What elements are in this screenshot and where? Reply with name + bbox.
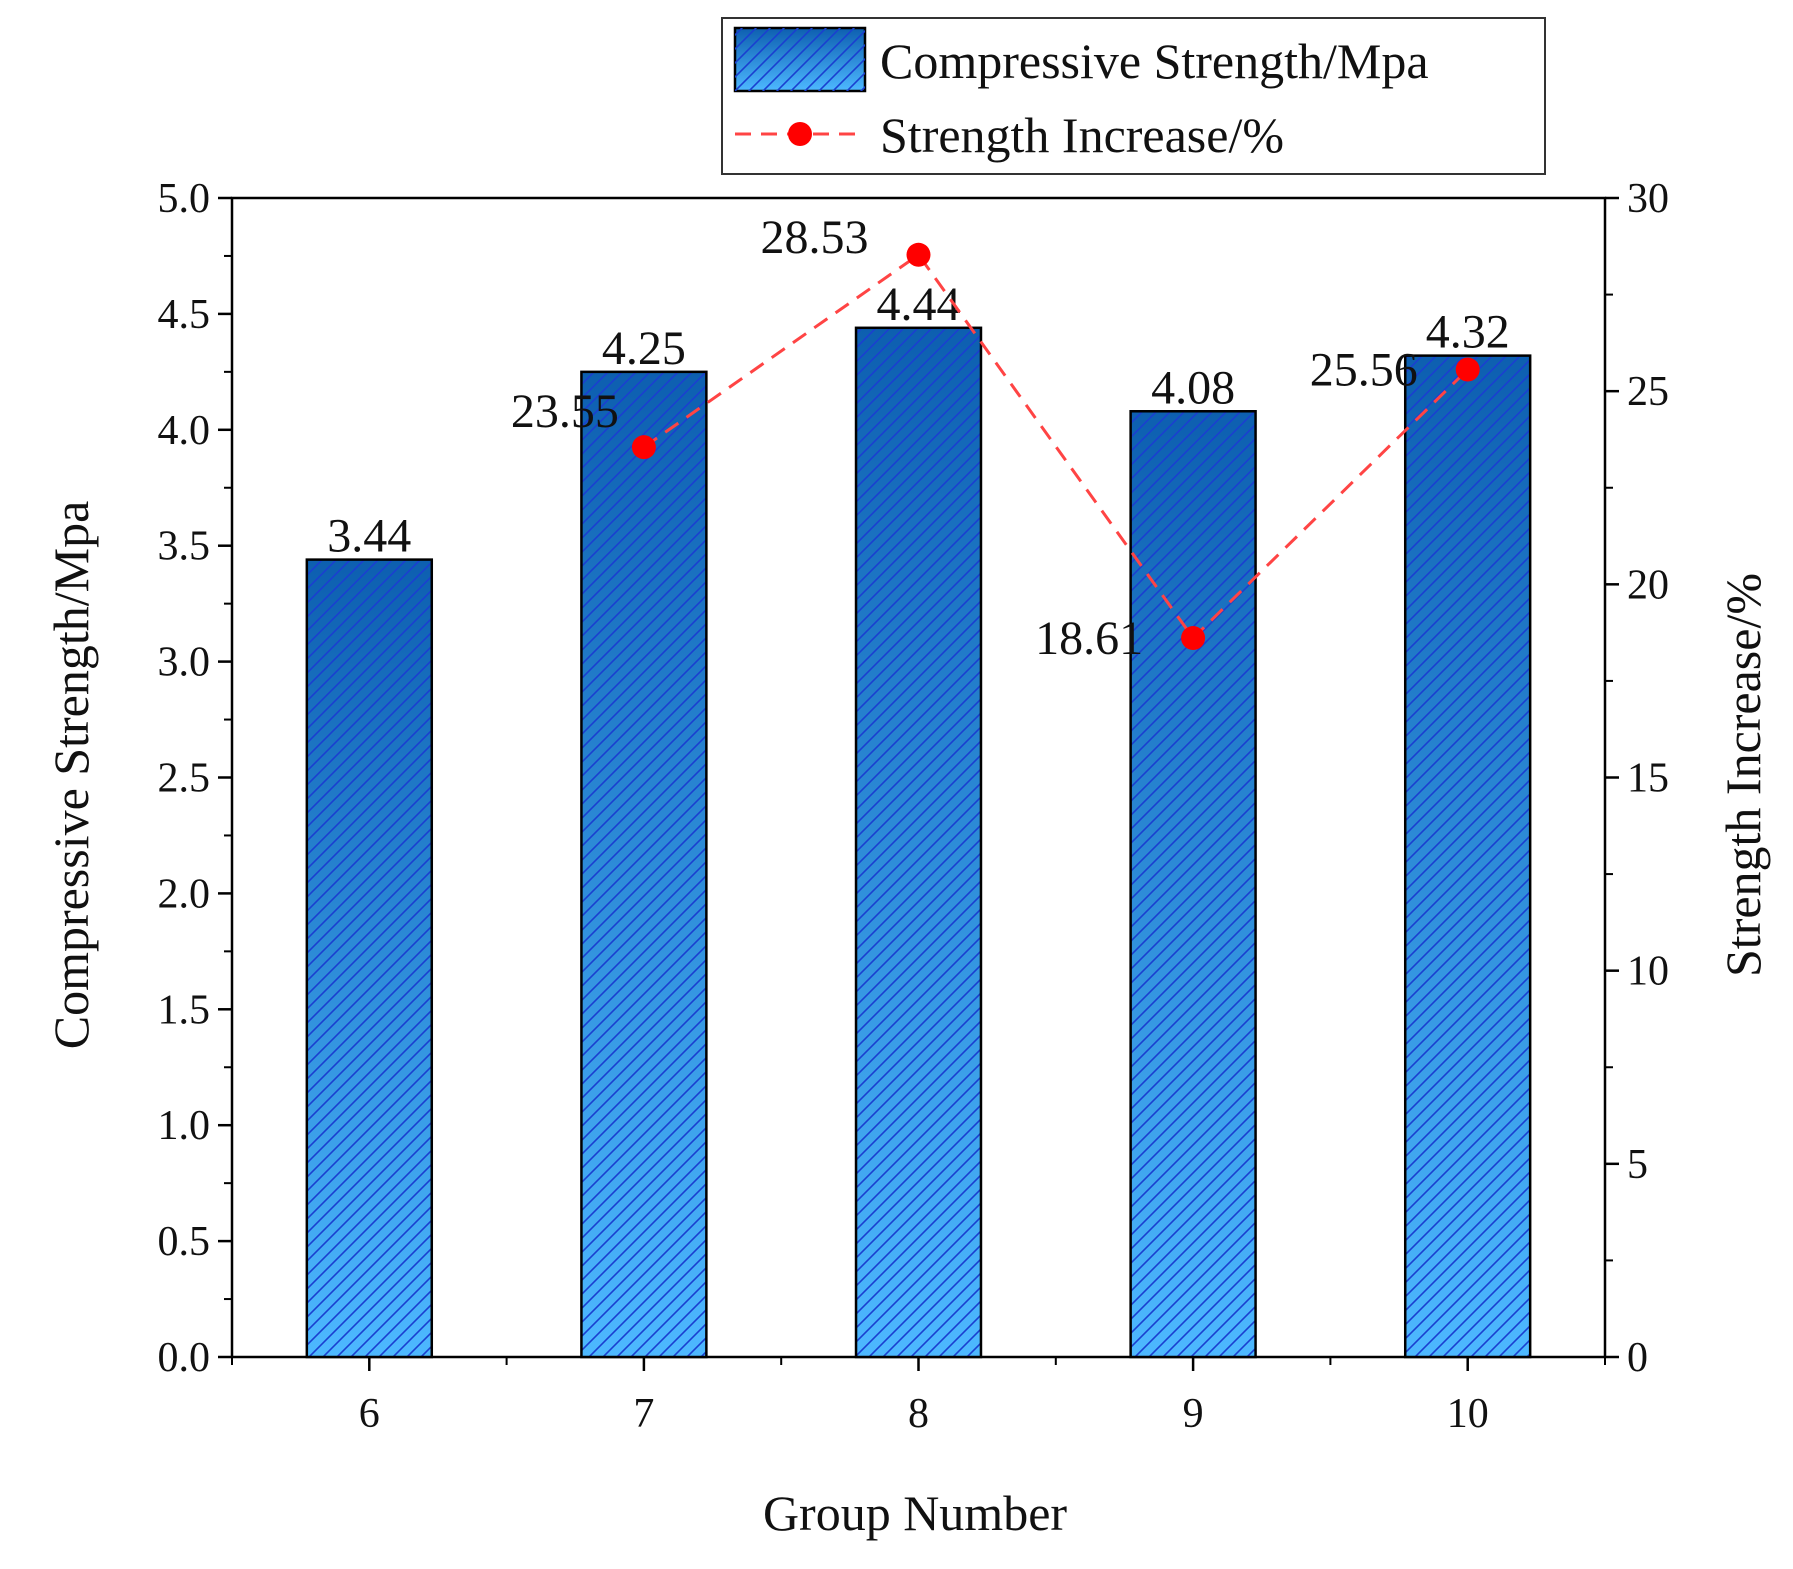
line-series: 23.55 28.53 18.61 25.56 <box>511 211 1480 665</box>
bar-label-6: 3.44 <box>327 510 411 563</box>
y-right-tick-label: 10 <box>1627 949 1669 995</box>
y-left-tick-label: 5.0 <box>158 176 211 222</box>
y-right-tick-label: 5 <box>1627 1142 1648 1188</box>
y-left-tick-label: 4.0 <box>158 408 211 454</box>
y-left-tick-label: 4.5 <box>158 292 211 338</box>
y-left-tick-label: 2.5 <box>158 756 211 802</box>
bar-hatch-6 <box>305 558 434 1359</box>
y-axis-right: 0 5 10 15 20 25 30 <box>1605 176 1669 1381</box>
point-9 <box>1181 626 1206 651</box>
point-label-7: 23.55 <box>511 385 619 438</box>
y-left-tick-label: 0.0 <box>158 1335 211 1381</box>
point-label-8: 28.53 <box>761 211 869 264</box>
bar-label-9: 4.08 <box>1151 361 1235 414</box>
legend-line-label: Strength Increase/% <box>880 107 1284 163</box>
point-label-10: 25.56 <box>1310 344 1418 397</box>
point-8 <box>906 242 931 267</box>
point-7 <box>631 435 656 460</box>
x-tick-label-6: 6 <box>359 1391 380 1437</box>
y-left-tick-label: 2.0 <box>158 871 211 917</box>
y-right-tick-label: 30 <box>1627 176 1669 222</box>
y-left-tick-label: 1.5 <box>158 987 211 1033</box>
y-axis-left-title: Compressive Strength/Mpa <box>43 501 99 1050</box>
legend-bar-swatch-hatch <box>735 28 865 91</box>
y-right-tick-label: 20 <box>1627 562 1669 608</box>
y-left-tick-label: 3.5 <box>158 524 211 570</box>
bar-series: 3.44 4.25 4.44 4.08 4.32 <box>305 278 1532 1359</box>
x-tick-label-8: 8 <box>908 1391 929 1437</box>
point-10 <box>1455 357 1480 382</box>
x-tick-label-7: 7 <box>633 1391 654 1437</box>
point-label-9: 18.61 <box>1035 612 1143 665</box>
x-axis-title: Group Number <box>763 1485 1067 1541</box>
legend: Compressive Strength/Mpa Strength Increa… <box>721 17 1546 175</box>
y-right-tick-label: 15 <box>1627 756 1669 802</box>
bar-label-8: 4.44 <box>877 278 961 331</box>
bar-label-7: 4.25 <box>602 322 686 375</box>
bar-label-10: 4.32 <box>1426 306 1510 359</box>
bar-hatch-8 <box>854 326 983 1359</box>
x-tick-label-9: 9 <box>1183 1391 1204 1437</box>
y-left-tick-label: 0.5 <box>158 1219 211 1265</box>
bar-hatch-9 <box>1129 410 1257 1359</box>
legend-bar-label: Compressive Strength/Mpa <box>880 33 1429 89</box>
y-left-tick-label: 3.0 <box>158 640 211 686</box>
y-axis-right-title: Strength Increase/% <box>1715 573 1771 977</box>
y-left-tick-label: 1.0 <box>158 1103 211 1149</box>
y-right-tick-label: 25 <box>1627 369 1669 415</box>
x-tick-label-10: 10 <box>1447 1391 1489 1437</box>
y-axis-left: 0.0 0.5 1.0 1.5 2.0 2.5 3.0 3.5 4.0 4.5 5.0 <box>158 176 232 1381</box>
legend-line-marker <box>788 122 812 146</box>
x-axis: 6 7 8 9 10 <box>231 1357 1606 1437</box>
increase-line <box>643 252 1469 641</box>
bar-hatch-10 <box>1403 354 1532 1359</box>
y-right-tick-label: 0 <box>1627 1335 1648 1381</box>
bar-hatch-7 <box>580 370 708 1359</box>
